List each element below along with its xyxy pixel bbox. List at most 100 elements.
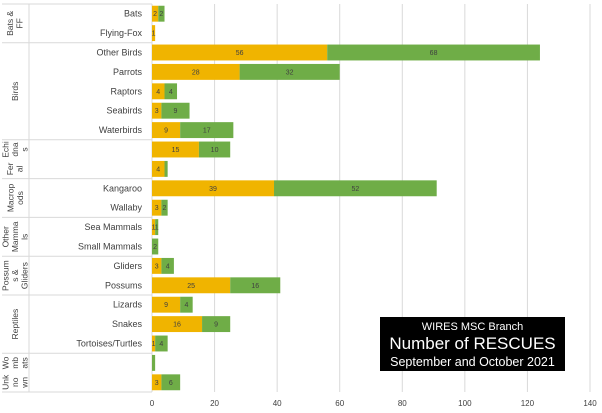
x-tick-label: 0 (150, 399, 155, 408)
bar-segment-series-2 (239, 63, 340, 80)
group-label: al (15, 165, 25, 172)
bar-segment-series-2 (152, 354, 156, 371)
group-label: Birds (10, 82, 20, 101)
bar-segment-series-2 (161, 199, 168, 216)
category-label: Other Birds (96, 48, 142, 58)
chart-title-line-1: WIRES MSC Branch (421, 321, 524, 333)
x-tick-label: 20 (210, 399, 219, 408)
bar-segment-series-2 (202, 316, 231, 333)
category-label: Parrots (113, 67, 143, 77)
bar-segment-series-2 (161, 102, 190, 119)
bar-segment-series-1 (152, 296, 181, 313)
category-label: Flying-Fox (100, 28, 143, 38)
data-label-series-2: 9 (174, 108, 178, 115)
data-label-series-1: 16 (173, 322, 181, 329)
data-label-series-1: 3 (155, 263, 159, 270)
data-label-series-1: 25 (187, 283, 195, 290)
category-label: Possums (105, 280, 143, 290)
data-label-series-2: 2 (153, 244, 157, 251)
category-label: Seabirds (106, 106, 142, 116)
group-label: Fer (5, 162, 15, 175)
group-label: ats (20, 357, 30, 368)
data-label-series-2: 2 (159, 11, 163, 18)
data-label-series-2: 4 (159, 341, 163, 348)
group-label: mb (10, 357, 20, 369)
category-label: Gliders (113, 261, 142, 271)
bar-segment-series-1 (152, 122, 181, 139)
bar-segment-series-1 (152, 44, 328, 61)
group-label: s & (10, 269, 20, 282)
bar-segment-series-2 (158, 5, 165, 22)
data-label-series-2: 10 (211, 147, 219, 154)
data-label-series-1: 4 (156, 166, 160, 173)
category-label: Small Mammals (78, 242, 143, 252)
bar-segment-series-1 (152, 141, 199, 158)
x-tick-label: 40 (273, 399, 282, 408)
data-label-series-2: 68 (430, 50, 438, 57)
category-label: Lizards (113, 300, 143, 310)
data-label-series-2: 9 (214, 322, 218, 329)
group-label: Possum (1, 260, 11, 291)
bar-segment-series-1 (152, 160, 165, 177)
x-tick-label: 60 (335, 399, 344, 408)
group-label: Unk (1, 374, 11, 390)
bar-segment-series-2 (161, 374, 181, 391)
bar-segment-series-2 (230, 277, 281, 294)
category-label: Bats (124, 9, 143, 19)
group-label: ls (20, 234, 30, 240)
group-label: Other (1, 226, 11, 247)
category-label: Raptors (110, 86, 142, 96)
group-label: Mamma (10, 221, 20, 252)
data-label-series-1: 15 (172, 147, 180, 154)
group-label: Wo (1, 356, 11, 369)
data-label-series-2: 4 (166, 263, 170, 270)
category-label: Waterbirds (99, 125, 143, 135)
bar-segment-series-2 (198, 141, 231, 158)
title-box: WIRES MSC Branch Number of RESCUES Septe… (380, 317, 565, 371)
chart-title-line-3: September and October 2021 (390, 355, 555, 369)
data-label-series-1: 9 (164, 128, 168, 135)
bar-segment-series-1 (152, 219, 156, 236)
group-label: Bats & (5, 11, 15, 36)
data-label-series-1: 3 (155, 205, 159, 212)
category-label: Wallaby (110, 203, 142, 213)
bar-segment-series-1 (152, 5, 159, 22)
group-label: ods (15, 191, 25, 205)
category-label: Sea Mammals (84, 222, 142, 232)
bar-segment-series-1 (152, 83, 165, 100)
data-label-series-2: 1 (155, 225, 159, 232)
data-label-series-1: 4 (156, 89, 160, 96)
x-tick-label: 100 (458, 399, 472, 408)
bar-segment-series-2 (180, 296, 193, 313)
data-label-series-1: 28 (192, 69, 200, 76)
bar-segment-series-2 (155, 335, 168, 352)
bar-segment-series-1 (152, 102, 162, 119)
bar-segment-series-1 (152, 180, 275, 197)
bar-segment-series-1 (152, 199, 162, 216)
bar-segment-series-1 (152, 335, 156, 352)
group-label: s (20, 147, 30, 151)
data-label-series-1: 3 (155, 380, 159, 387)
bar-segment-series-2 (164, 160, 168, 177)
category-label: Snakes (112, 319, 143, 329)
category-label: Tortoises/Turtles (76, 339, 142, 349)
data-label-series-2: 16 (251, 283, 259, 290)
data-label-series-1: 1 (152, 31, 156, 38)
data-label-series-1: 1 (152, 341, 156, 348)
data-label-series-2: 6 (169, 380, 173, 387)
group-label: FF (15, 18, 25, 28)
bar-segment-series-2 (274, 180, 437, 197)
data-label-series-1: 2 (153, 11, 157, 18)
bar-segment-series-2 (161, 257, 174, 274)
bar-segment-series-1 (152, 25, 156, 42)
bar-segment-series-1 (152, 257, 162, 274)
group-label: Reptiles (10, 309, 20, 340)
chart-title-line-2: Number of RESCUES (389, 334, 556, 353)
x-tick-label: 140 (583, 399, 597, 408)
bar-segment-series-1 (152, 374, 162, 391)
data-label-series-2: 4 (169, 89, 173, 96)
data-label-series-1: 9 (164, 302, 168, 309)
data-label-series-1: 39 (209, 186, 217, 193)
group-label: wn (20, 377, 30, 389)
data-label-series-2: 2 (163, 205, 167, 212)
